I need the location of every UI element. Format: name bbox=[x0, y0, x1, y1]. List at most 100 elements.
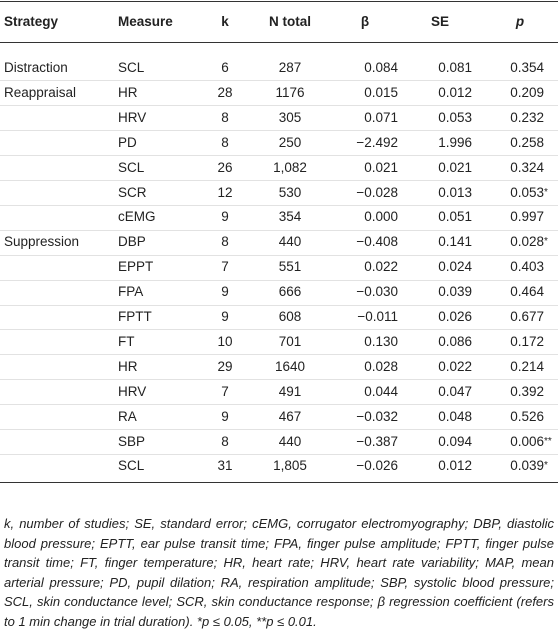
table-cell: 0.172 bbox=[510, 329, 544, 354]
table-cell: 1.996 bbox=[438, 134, 472, 150]
table-cell: 467 bbox=[278, 408, 302, 424]
table-cell: 0.677 bbox=[510, 304, 544, 329]
table-cell: 28 bbox=[217, 84, 233, 100]
table-cell: 0.000 bbox=[364, 209, 398, 225]
table-cell: 0.024 bbox=[438, 259, 472, 275]
table-note: k, number of studies; SE, standard error… bbox=[4, 516, 554, 629]
column-header: Strategy bbox=[4, 14, 59, 29]
p-value: 0.028 bbox=[510, 234, 544, 250]
p-value: 0.258 bbox=[510, 134, 544, 150]
row-rule bbox=[0, 453, 558, 455]
p-value: 0.232 bbox=[510, 109, 544, 125]
table-cell: −0.387 bbox=[356, 433, 398, 449]
table-cell: 354 bbox=[278, 209, 302, 225]
table-cell: 0.044 bbox=[364, 383, 398, 399]
table-cell: PD bbox=[118, 134, 137, 150]
table-cell: 305 bbox=[278, 109, 302, 125]
row-rule bbox=[0, 354, 558, 356]
row-rule bbox=[0, 229, 558, 231]
table-cell: 0.028 bbox=[364, 358, 398, 374]
table-cell: SCL bbox=[118, 60, 145, 75]
table-cell: 31 bbox=[217, 458, 233, 474]
table-cell: 8 bbox=[221, 433, 229, 449]
table-cell: 0.997 bbox=[510, 204, 544, 229]
table-cell: −0.032 bbox=[356, 408, 398, 424]
table-cell: 1,805 bbox=[273, 458, 307, 474]
row-rule bbox=[0, 429, 558, 430]
table-cell: 9 bbox=[221, 309, 229, 324]
table-cell: 0.526 bbox=[510, 404, 544, 429]
table-cell: 551 bbox=[278, 259, 302, 275]
p-value: 0.006 bbox=[510, 433, 544, 449]
p-value: 0.392 bbox=[510, 383, 544, 399]
table-cell: 1,082 bbox=[273, 159, 307, 175]
table-cell: 9 bbox=[221, 408, 229, 424]
table-cell: 0.141 bbox=[438, 234, 472, 250]
table-cell: −0.011 bbox=[357, 309, 398, 324]
column-header: SE bbox=[430, 14, 449, 29]
table-cell: 0.047 bbox=[438, 383, 472, 399]
row-rule bbox=[0, 254, 558, 256]
table-cell: 0.464 bbox=[510, 279, 544, 304]
table-cell: DBP bbox=[118, 234, 146, 250]
table-cell: 0.214 bbox=[510, 354, 544, 379]
table-cell: HRV bbox=[118, 383, 147, 399]
table-cell: 530 bbox=[278, 184, 302, 200]
table-cell: 0.324 bbox=[510, 155, 544, 180]
table-cell: 26 bbox=[217, 159, 233, 175]
table-cell: 440 bbox=[278, 433, 302, 449]
table-cell: 0.015 bbox=[364, 84, 398, 100]
table-cell: 0.053* bbox=[510, 180, 548, 205]
header-rule bbox=[0, 42, 558, 43]
p-value: 0.354 bbox=[510, 60, 544, 75]
table-cell: 0.053 bbox=[438, 109, 472, 125]
significance-mark: * bbox=[544, 460, 548, 472]
table-cell: 440 bbox=[278, 234, 302, 250]
table-cell: 29 bbox=[217, 358, 233, 374]
row-rule bbox=[0, 379, 558, 381]
p-value: 0.997 bbox=[510, 209, 544, 225]
table-cell: 0.022 bbox=[364, 259, 398, 275]
table-cell: cEMG bbox=[118, 209, 156, 225]
table-cell: 0.028* bbox=[510, 229, 548, 254]
table-cell: 666 bbox=[278, 284, 302, 300]
table-cell: 250 bbox=[278, 134, 302, 150]
p-value: 0.039 bbox=[510, 458, 544, 474]
table-cell: 0.048 bbox=[438, 408, 472, 424]
table-cell: −0.026 bbox=[356, 458, 398, 474]
table-cell: 0.012 bbox=[438, 458, 472, 474]
table-cell: RA bbox=[118, 408, 137, 424]
table-cell: 0.094 bbox=[438, 433, 472, 449]
table-cell: 6 bbox=[221, 60, 229, 75]
table-cell: FPA bbox=[118, 284, 144, 300]
strategy-cell: Distraction bbox=[4, 60, 68, 75]
table-cell: FT bbox=[118, 333, 135, 349]
row-rule bbox=[0, 180, 558, 181]
row-rule bbox=[0, 279, 558, 281]
table-cell: 0.026 bbox=[438, 309, 472, 324]
column-header: Measure bbox=[118, 14, 173, 29]
column-header: p bbox=[515, 14, 525, 29]
table-cell: 0.039 bbox=[438, 284, 472, 300]
table-cell: 1640 bbox=[274, 358, 306, 374]
table-cell: 0.081 bbox=[438, 60, 472, 75]
table-cell: 0.006** bbox=[510, 429, 552, 454]
p-value: 0.526 bbox=[510, 408, 544, 424]
table-cell: 0.012 bbox=[438, 84, 472, 100]
bottom-rule bbox=[0, 482, 558, 484]
strategy-cell: Reappraisal bbox=[4, 84, 77, 100]
table-cell: 0.022 bbox=[438, 358, 472, 374]
table-cell: 0.392 bbox=[510, 379, 544, 404]
table-cell: 0.084 bbox=[364, 60, 398, 75]
p-value: 0.172 bbox=[510, 333, 544, 349]
table-cell: 0.021 bbox=[364, 159, 398, 175]
p-value: 0.464 bbox=[510, 284, 544, 300]
column-header: N total bbox=[269, 14, 311, 29]
p-value: 0.214 bbox=[510, 358, 544, 374]
table-cell: 0.086 bbox=[438, 333, 472, 349]
strategy-cell: Suppression bbox=[4, 234, 80, 250]
table-cell: 0.071 bbox=[364, 109, 398, 125]
top-rule bbox=[0, 1, 558, 2]
table-cell: 0.013 bbox=[438, 184, 472, 200]
